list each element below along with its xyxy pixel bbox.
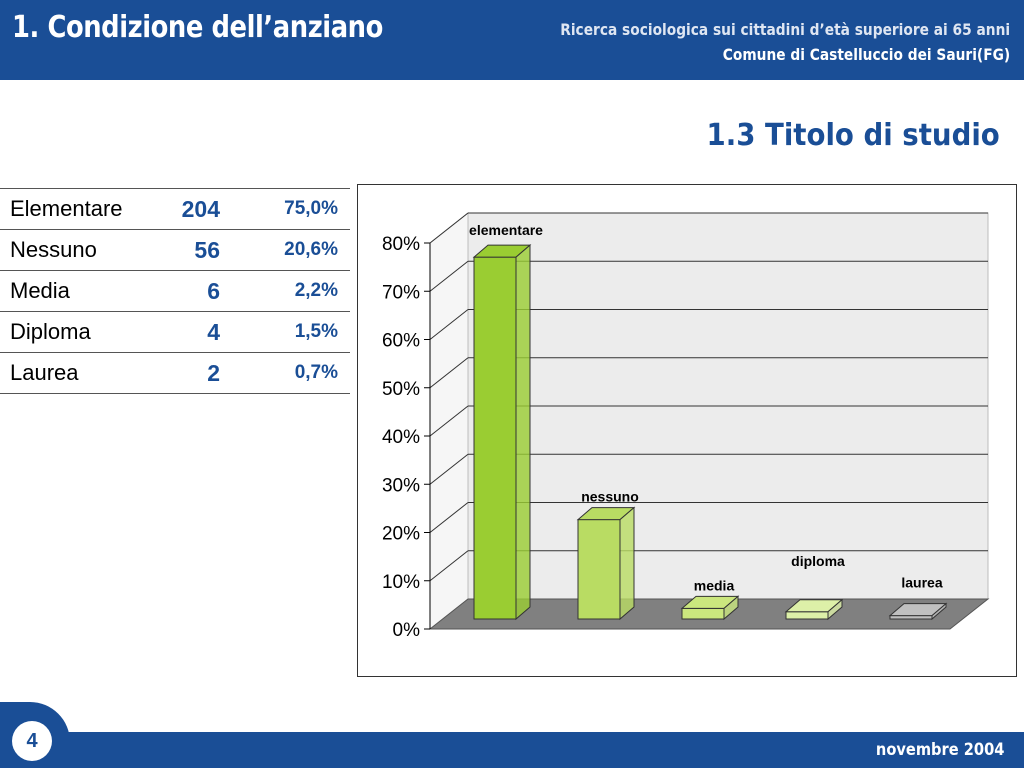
- bar-label-media: media: [694, 577, 735, 593]
- y-tick-label: 40%: [382, 427, 420, 448]
- municipality-subtitle: Comune di Castelluccio dei Sauri(FG): [722, 45, 1010, 64]
- header-bar: 1. Condizione dell’anziano Ricerca socio…: [0, 0, 1024, 80]
- page-number: 4: [12, 721, 52, 761]
- y-tick-label: 0%: [393, 620, 421, 641]
- bar-label-laurea: laurea: [901, 575, 942, 591]
- row-percent: 2,2%: [220, 270, 350, 312]
- row-count: 2: [150, 352, 220, 394]
- gridline-side: [429, 357, 469, 389]
- row-label: Laurea: [0, 352, 150, 394]
- row-percent: 1,5%: [220, 311, 350, 353]
- footer-date: novembre 2004: [875, 740, 1004, 760]
- bar-label-diploma: diploma: [791, 553, 845, 569]
- gridline-side: [429, 405, 469, 437]
- table-row: Media 6 2,2%: [0, 270, 350, 312]
- bar-elementare: [473, 256, 517, 620]
- slide-title: 1.3 Titolo di studio: [706, 118, 1000, 153]
- row-label: Nessuno: [0, 229, 150, 271]
- section-title: 1. Condizione dell’anziano: [12, 10, 383, 45]
- gridline-side: [429, 453, 469, 485]
- gridline-side: [429, 260, 469, 292]
- bar-label-elementare: elementare: [469, 222, 543, 238]
- row-percent: 0,7%: [220, 352, 350, 394]
- y-tick-label: 80%: [382, 234, 420, 255]
- bar-chart: 0% 10% 20% 30% 40% 50% 60% 70% 80% elementare ness…: [382, 211, 990, 641]
- bar-side-diploma: [827, 598, 843, 621]
- table-row: Diploma 4 1,5%: [0, 311, 350, 353]
- row-count: 204: [150, 188, 220, 230]
- bar-side-media: [723, 595, 739, 621]
- table-row: Elementare 204 75,0%: [0, 188, 350, 230]
- bar-side-laurea: [931, 602, 947, 621]
- row-label: Diploma: [0, 311, 150, 353]
- y-tick-label: 20%: [382, 524, 420, 545]
- table-row: Laurea 2 0,7%: [0, 352, 350, 394]
- bar-label-nessuno: nessuno: [581, 489, 639, 505]
- row-label: Media: [0, 270, 150, 312]
- gridline-side: [429, 309, 469, 340]
- row-percent: 75,0%: [220, 188, 350, 230]
- y-tick-label: 10%: [382, 572, 420, 593]
- row-count: 4: [150, 311, 220, 353]
- bar-side-elementare: [515, 244, 531, 621]
- bar-nessuno: [577, 519, 621, 620]
- gridline-side: [429, 212, 469, 244]
- research-subtitle: Ricerca sociologica sui cittadini d’età …: [560, 20, 1010, 39]
- bar-laurea: [889, 615, 933, 620]
- bar-media: [681, 607, 725, 620]
- y-tick-label: 50%: [382, 379, 420, 400]
- gridline-side: [429, 550, 469, 582]
- education-table: Elementare 204 75,0% Nessuno 56 20,6% Me…: [0, 188, 350, 394]
- row-count: 6: [150, 270, 220, 312]
- table-row: Nessuno 56 20,6%: [0, 229, 350, 271]
- y-tick-label: 70%: [382, 282, 420, 303]
- row-percent: 20,6%: [220, 229, 350, 271]
- row-count: 56: [150, 229, 220, 271]
- y-tick-label: 60%: [382, 331, 420, 352]
- footer-bar: [0, 732, 1024, 768]
- y-tick-label: 30%: [382, 475, 420, 496]
- gridline-side: [429, 502, 469, 533]
- chart-frame: 0% 10% 20% 30% 40% 50% 60% 70% 80% elementare ness…: [357, 184, 1017, 677]
- row-label: Elementare: [0, 188, 150, 230]
- bar-diploma: [785, 611, 829, 620]
- bar-side-nessuno: [619, 506, 635, 621]
